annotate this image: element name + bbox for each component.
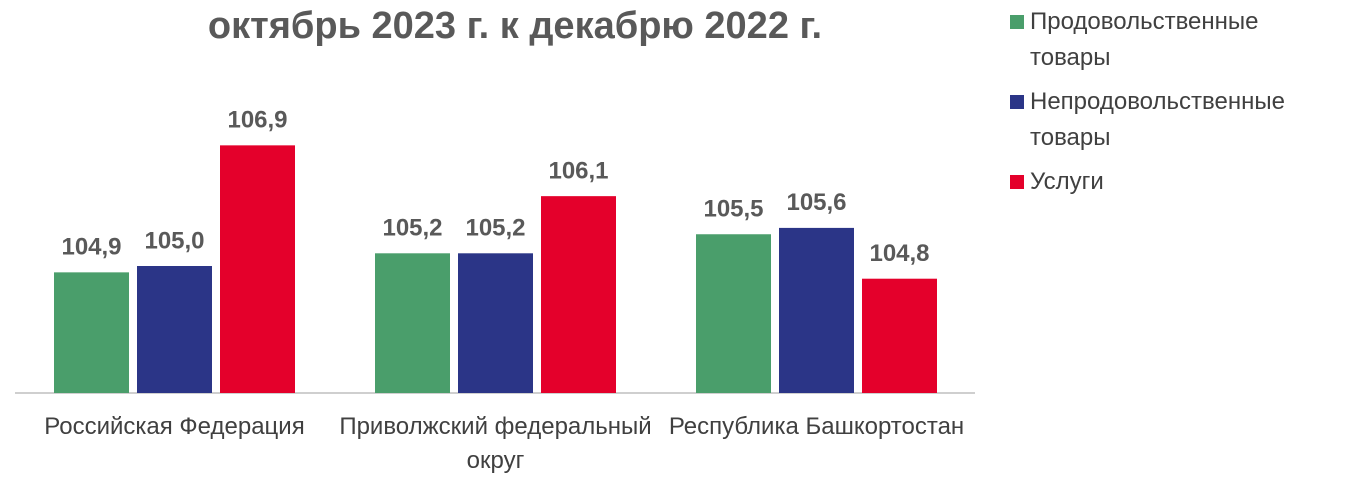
legend-label: Услуги xyxy=(1030,168,1104,195)
x-tick-label: Приволжский федеральный округ xyxy=(339,413,652,474)
data-label: 105,5 xyxy=(703,196,763,223)
chart-title: октябрь 2023 г. к декабрю 2022 г. xyxy=(208,5,822,47)
legend-swatch xyxy=(1010,15,1024,29)
data-label: 105,2 xyxy=(465,215,525,242)
data-label: 106,1 xyxy=(548,157,608,184)
legend-swatch xyxy=(1010,175,1024,189)
legend-swatch xyxy=(1010,95,1024,109)
legend-entry: Непродовольственные товары xyxy=(1010,84,1340,156)
bar xyxy=(696,234,771,393)
legend-entry: Услуги xyxy=(1010,164,1340,200)
legend-entry: Продовольственные товары xyxy=(1010,4,1340,76)
data-label: 104,9 xyxy=(61,234,121,261)
x-tick-label: Российская Федерация xyxy=(44,413,305,440)
bar xyxy=(220,145,295,393)
data-label: 105,0 xyxy=(144,227,204,254)
bar xyxy=(375,253,450,393)
bar xyxy=(862,278,937,393)
bar xyxy=(54,272,129,393)
legend-label: Продовольственные товары xyxy=(1030,8,1259,71)
bar xyxy=(458,253,533,393)
data-label: 104,8 xyxy=(869,240,929,267)
legend-label: Непродовольственные товары xyxy=(1030,88,1285,151)
data-label: 105,2 xyxy=(382,215,442,242)
bar xyxy=(137,266,212,393)
bar xyxy=(779,227,854,393)
data-label: 105,6 xyxy=(786,189,846,216)
bar xyxy=(541,196,616,393)
data-label: 106,9 xyxy=(227,107,287,134)
x-tick-label: Республика Башкортостан xyxy=(668,413,965,440)
